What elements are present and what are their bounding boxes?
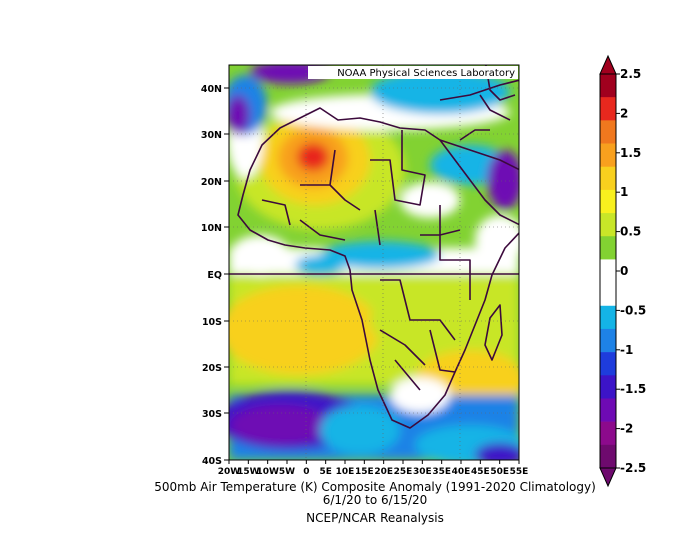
colorbar-swatch bbox=[600, 305, 616, 330]
lon-label: 10W bbox=[256, 467, 279, 477]
lat-label: 30S bbox=[202, 409, 222, 420]
lat-label: 10N bbox=[201, 223, 222, 234]
lon-label: 15E bbox=[355, 467, 374, 477]
lon-label: 35E bbox=[432, 467, 451, 477]
colorbar-swatch bbox=[600, 398, 616, 422]
colorbar-label: 0.5 bbox=[620, 225, 641, 239]
lat-label: 40N bbox=[201, 84, 222, 95]
lon-label: 5W bbox=[279, 467, 295, 477]
anomaly-field bbox=[229, 65, 519, 460]
colorbar-label: -2.5 bbox=[620, 461, 646, 475]
colorbar-label: 1 bbox=[620, 185, 628, 199]
lat-label: 20S bbox=[202, 363, 222, 374]
colorbar-swatch bbox=[600, 352, 616, 376]
lon-label: 5E bbox=[319, 467, 331, 477]
lon-label: 20W bbox=[218, 467, 241, 477]
grid-lines bbox=[229, 65, 519, 460]
lon-label: 25E bbox=[394, 467, 413, 477]
lon-label: 30E bbox=[413, 467, 432, 477]
lon-label: 40E bbox=[452, 467, 471, 477]
colorbar-top-arrow bbox=[599, 54, 617, 75]
colorbar-label: -1 bbox=[620, 343, 633, 357]
colorbar-swatch bbox=[600, 282, 616, 307]
lat-axis bbox=[224, 87, 229, 461]
colorbar-swatch bbox=[600, 74, 616, 98]
colorbar-swatch bbox=[600, 375, 616, 399]
lon-label: 45E bbox=[471, 467, 490, 477]
colorbar-swatch bbox=[600, 421, 616, 446]
caption-title: 500mb Air Temperature (K) Composite Anom… bbox=[154, 480, 596, 494]
lat-label: 20N bbox=[201, 177, 222, 188]
colorbar-swatch bbox=[600, 120, 616, 144]
colorbar-label: -1.5 bbox=[620, 382, 646, 396]
colorbar-swatch bbox=[600, 213, 616, 237]
colorbar-swatch bbox=[600, 189, 616, 214]
caption-dates: 6/1/20 to 6/15/20 bbox=[322, 493, 428, 507]
colorbar-label: 1.5 bbox=[620, 146, 641, 160]
land-outlines bbox=[237, 65, 519, 429]
lat-label: 30N bbox=[201, 130, 222, 141]
colorbar: 2.5 2 1.5 1 0.5 0 -0.5 -1 -1.5 -2 -2.5 bbox=[599, 54, 646, 488]
lon-label: 10E bbox=[336, 467, 355, 477]
caption-source: NCEP/NCAR Reanalysis bbox=[306, 511, 444, 525]
lon-label: 15W bbox=[237, 467, 260, 477]
colorbar-label: -2 bbox=[620, 422, 633, 436]
lon-label: 0 bbox=[303, 467, 309, 477]
colorbar-label: -0.5 bbox=[620, 303, 646, 317]
map-frame bbox=[228, 64, 520, 461]
lon-label: 20E bbox=[374, 467, 393, 477]
colorbar-swatch bbox=[600, 259, 616, 283]
colorbar-swatch bbox=[600, 444, 616, 469]
lat-label: EQ bbox=[207, 270, 222, 281]
colorbar-swatch bbox=[600, 97, 616, 121]
colorbar-label: 0 bbox=[620, 264, 628, 278]
colorbar-swatch bbox=[600, 236, 616, 260]
colorbar-label: 2 bbox=[620, 106, 628, 120]
credit-box bbox=[308, 66, 518, 79]
lon-label: 55E bbox=[510, 467, 529, 477]
map-panel bbox=[229, 65, 519, 460]
lat-label: 40S bbox=[202, 456, 222, 467]
colorbar-swatch bbox=[600, 328, 616, 353]
lon-label: 50E bbox=[490, 467, 509, 477]
colorbar-swatch bbox=[600, 166, 616, 191]
colorbar-swatch bbox=[600, 143, 616, 168]
credit-text: NOAA Physical Sciences Laboratory bbox=[337, 68, 515, 79]
lat-label: 10S bbox=[202, 317, 222, 328]
colorbar-label: 2.5 bbox=[620, 67, 641, 81]
